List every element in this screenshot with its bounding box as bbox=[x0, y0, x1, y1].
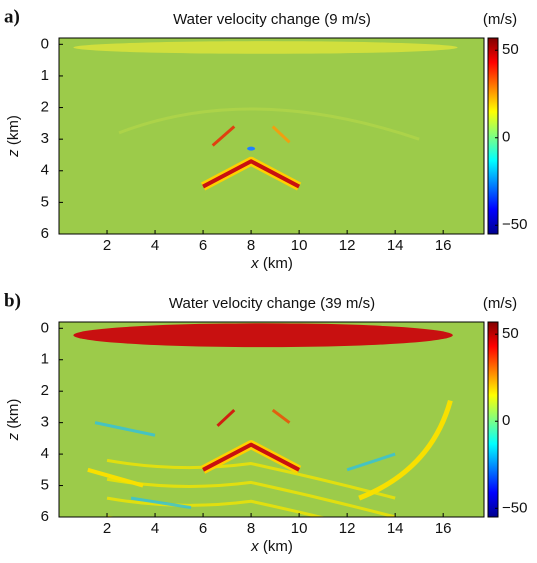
heatmap-background bbox=[59, 38, 484, 234]
feature bbox=[202, 442, 301, 472]
y-label-symbol: z bbox=[5, 149, 22, 158]
colorbar-label: (m/s) bbox=[483, 295, 517, 312]
feature bbox=[118, 107, 420, 141]
colorbar-tick-label: 0 bbox=[502, 412, 510, 429]
y-tick-label: 4 bbox=[41, 445, 49, 462]
x-tick-label: 10 bbox=[291, 520, 308, 537]
y-tick-label: 1 bbox=[41, 351, 49, 368]
y-tick-label: 5 bbox=[41, 477, 49, 494]
colorbar-tick-label: −50 bbox=[502, 216, 527, 233]
x-label-unit: (km) bbox=[263, 538, 293, 555]
y-tick-label: 2 bbox=[41, 382, 49, 399]
x-tick-label: 12 bbox=[339, 520, 356, 537]
y-axis-label: z (km) bbox=[5, 115, 22, 158]
y-tick-label: 0 bbox=[41, 319, 49, 336]
chart-title: Water velocity change (39 m/s) bbox=[169, 295, 375, 312]
heatmap-background bbox=[59, 322, 484, 517]
feature bbox=[106, 496, 327, 517]
y-tick-label: 2 bbox=[41, 99, 49, 116]
panel-label: b) bbox=[4, 290, 21, 311]
x-tick-label: 2 bbox=[103, 520, 111, 537]
panel-label: a) bbox=[4, 6, 20, 27]
feature bbox=[87, 467, 144, 488]
x-tick-label: 4 bbox=[151, 237, 159, 254]
x-tick-label: 4 bbox=[151, 520, 159, 537]
feature bbox=[73, 41, 458, 54]
heatmap bbox=[59, 38, 484, 234]
x-tick-label: 6 bbox=[199, 520, 207, 537]
colorbar-label: (m/s) bbox=[483, 11, 517, 28]
feature bbox=[358, 399, 453, 501]
x-tick-label: 14 bbox=[387, 520, 404, 537]
x-tick-label: 8 bbox=[247, 520, 255, 537]
feature bbox=[216, 408, 236, 427]
y-tick-label: 5 bbox=[41, 193, 49, 210]
x-axis-label: x (km) bbox=[250, 255, 293, 272]
x-tick-label: 16 bbox=[435, 237, 452, 254]
y-label-unit: (km) bbox=[5, 115, 22, 145]
y-label-symbol: z bbox=[5, 432, 22, 441]
y-tick-label: 0 bbox=[41, 35, 49, 52]
feature bbox=[202, 159, 301, 189]
y-tick-label: 6 bbox=[41, 508, 49, 525]
feature bbox=[94, 421, 396, 510]
x-tick-label: 12 bbox=[339, 237, 356, 254]
colorbar bbox=[487, 321, 499, 518]
x-tick-label: 10 bbox=[291, 237, 308, 254]
colorbar-tick-label: 50 bbox=[502, 41, 519, 58]
feature bbox=[106, 477, 396, 517]
feature bbox=[271, 408, 291, 424]
y-tick-label: 1 bbox=[41, 67, 49, 84]
y-label-unit: (km) bbox=[5, 399, 22, 429]
colorbar-tick-label: 50 bbox=[502, 325, 519, 342]
colorbar-tick-label: −50 bbox=[502, 499, 527, 516]
y-tick-label: 4 bbox=[41, 162, 49, 179]
x-tick-label: 6 bbox=[199, 237, 207, 254]
plot-frame bbox=[58, 321, 485, 518]
x-label-symbol: x bbox=[250, 538, 259, 555]
x-label-symbol: x bbox=[250, 255, 259, 272]
x-axis-label: x (km) bbox=[250, 538, 293, 555]
y-tick-label: 6 bbox=[41, 225, 49, 242]
y-axis-label: z (km) bbox=[5, 399, 22, 442]
chart-title: Water velocity change (9 m/s) bbox=[173, 11, 371, 28]
feature bbox=[271, 125, 291, 144]
x-label-unit: (km) bbox=[263, 255, 293, 272]
x-tick-label: 14 bbox=[387, 237, 404, 254]
colorbar bbox=[487, 37, 499, 235]
feature bbox=[73, 323, 453, 348]
plot-frame bbox=[58, 37, 485, 235]
feature bbox=[211, 125, 236, 147]
y-tick-label: 3 bbox=[41, 414, 49, 431]
x-tick-label: 2 bbox=[103, 237, 111, 254]
colorbar-tick-label: 0 bbox=[502, 129, 510, 146]
feature bbox=[247, 146, 256, 151]
feature bbox=[106, 458, 396, 500]
x-tick-label: 8 bbox=[247, 237, 255, 254]
y-tick-label: 3 bbox=[41, 130, 49, 147]
x-tick-label: 16 bbox=[435, 520, 452, 537]
heatmap bbox=[59, 322, 484, 517]
